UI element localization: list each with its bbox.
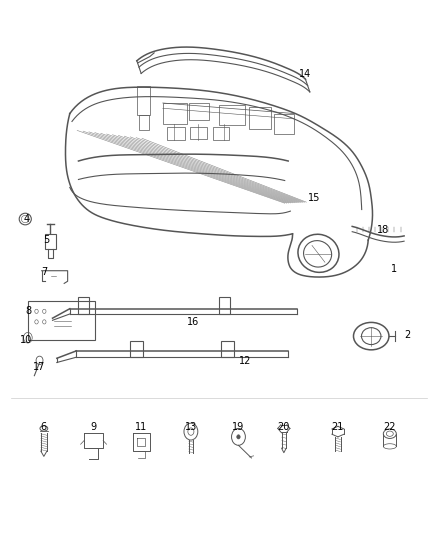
Bar — [139, 115, 148, 131]
Text: 4: 4 — [24, 214, 30, 224]
Bar — [131, 342, 143, 357]
Text: 12: 12 — [239, 357, 251, 367]
Bar — [221, 342, 234, 357]
Text: 11: 11 — [135, 422, 147, 432]
Bar — [190, 127, 207, 139]
Bar — [28, 301, 95, 341]
Circle shape — [237, 435, 240, 439]
Bar — [163, 103, 187, 124]
Text: 20: 20 — [278, 422, 290, 432]
Bar — [137, 86, 150, 115]
Bar — [219, 105, 245, 125]
Text: 19: 19 — [232, 422, 244, 432]
Text: 9: 9 — [91, 422, 97, 432]
Text: 14: 14 — [299, 69, 311, 79]
Bar — [274, 114, 294, 134]
Bar — [45, 235, 56, 249]
Text: 1: 1 — [391, 264, 397, 274]
Text: 17: 17 — [33, 362, 46, 372]
Bar — [78, 297, 89, 314]
Text: 7: 7 — [41, 267, 47, 277]
Bar — [167, 127, 185, 140]
Text: 22: 22 — [384, 422, 396, 432]
Text: 16: 16 — [187, 317, 199, 327]
Text: 2: 2 — [404, 330, 410, 340]
Bar — [212, 127, 229, 140]
Text: 10: 10 — [21, 335, 33, 345]
Text: 18: 18 — [377, 224, 389, 235]
Bar — [219, 297, 230, 314]
Text: 8: 8 — [26, 306, 32, 316]
Text: 15: 15 — [308, 193, 320, 203]
Text: 6: 6 — [41, 422, 47, 432]
Text: 5: 5 — [43, 235, 49, 245]
Text: 13: 13 — [185, 422, 197, 432]
Bar — [189, 103, 209, 120]
Bar — [249, 107, 271, 130]
Text: 21: 21 — [332, 422, 344, 432]
